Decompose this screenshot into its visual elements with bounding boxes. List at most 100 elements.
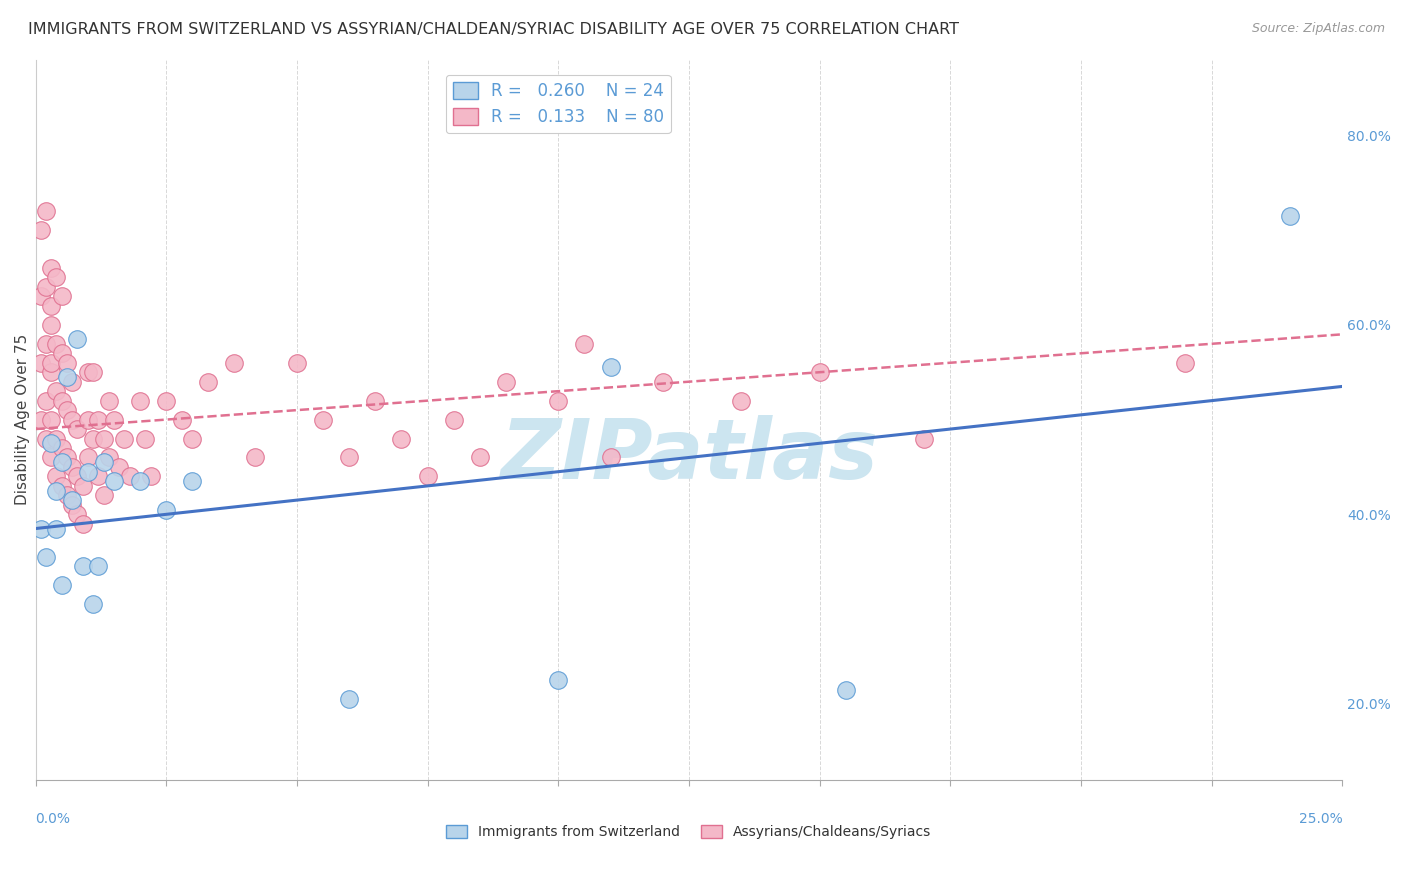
Point bbox=[72, 479, 94, 493]
Point bbox=[118, 469, 141, 483]
Point bbox=[197, 375, 219, 389]
Point bbox=[51, 479, 73, 493]
Point bbox=[35, 280, 58, 294]
Point bbox=[93, 432, 115, 446]
Point bbox=[364, 393, 387, 408]
Point bbox=[337, 450, 360, 465]
Point bbox=[468, 450, 491, 465]
Point bbox=[45, 270, 67, 285]
Point bbox=[87, 559, 110, 574]
Point bbox=[30, 223, 52, 237]
Legend: Immigrants from Switzerland, Assyrians/Chaldeans/Syriacs: Immigrants from Switzerland, Assyrians/C… bbox=[441, 820, 936, 845]
Point bbox=[39, 412, 62, 426]
Point bbox=[134, 432, 156, 446]
Point bbox=[112, 432, 135, 446]
Point bbox=[35, 549, 58, 564]
Point bbox=[443, 412, 465, 426]
Point bbox=[93, 455, 115, 469]
Point bbox=[97, 393, 120, 408]
Point bbox=[97, 450, 120, 465]
Point bbox=[56, 450, 79, 465]
Point bbox=[39, 356, 62, 370]
Point bbox=[93, 488, 115, 502]
Point bbox=[337, 692, 360, 706]
Point bbox=[39, 436, 62, 450]
Point bbox=[39, 260, 62, 275]
Point bbox=[1278, 209, 1301, 223]
Point bbox=[30, 412, 52, 426]
Point bbox=[87, 412, 110, 426]
Point bbox=[155, 502, 177, 516]
Point bbox=[56, 356, 79, 370]
Point bbox=[51, 393, 73, 408]
Point bbox=[35, 393, 58, 408]
Point bbox=[60, 412, 83, 426]
Point bbox=[82, 432, 104, 446]
Point bbox=[45, 469, 67, 483]
Point bbox=[155, 393, 177, 408]
Point bbox=[66, 332, 89, 346]
Point bbox=[391, 432, 413, 446]
Point bbox=[599, 450, 621, 465]
Point bbox=[51, 441, 73, 455]
Point bbox=[45, 432, 67, 446]
Point bbox=[60, 493, 83, 508]
Point bbox=[87, 469, 110, 483]
Point bbox=[51, 578, 73, 592]
Point bbox=[574, 336, 596, 351]
Point bbox=[651, 375, 673, 389]
Point bbox=[45, 483, 67, 498]
Point bbox=[72, 559, 94, 574]
Point bbox=[912, 432, 935, 446]
Point bbox=[56, 488, 79, 502]
Point bbox=[39, 365, 62, 379]
Point bbox=[416, 469, 439, 483]
Point bbox=[56, 403, 79, 417]
Point bbox=[808, 365, 831, 379]
Point bbox=[66, 422, 89, 436]
Point bbox=[108, 459, 131, 474]
Point bbox=[285, 356, 308, 370]
Point bbox=[82, 365, 104, 379]
Point bbox=[139, 469, 162, 483]
Point bbox=[45, 522, 67, 536]
Text: ZIPatlas: ZIPatlas bbox=[501, 415, 877, 496]
Point bbox=[835, 682, 858, 697]
Text: 0.0%: 0.0% bbox=[35, 812, 70, 826]
Point bbox=[45, 384, 67, 399]
Point bbox=[181, 474, 204, 488]
Point bbox=[243, 450, 266, 465]
Point bbox=[51, 289, 73, 303]
Point bbox=[312, 412, 335, 426]
Point bbox=[170, 412, 193, 426]
Point bbox=[82, 597, 104, 611]
Point bbox=[1174, 356, 1197, 370]
Point bbox=[129, 393, 152, 408]
Point bbox=[76, 450, 98, 465]
Point bbox=[495, 375, 517, 389]
Point bbox=[35, 432, 58, 446]
Point bbox=[66, 508, 89, 522]
Point bbox=[39, 450, 62, 465]
Point bbox=[45, 336, 67, 351]
Point bbox=[30, 356, 52, 370]
Text: IMMIGRANTS FROM SWITZERLAND VS ASSYRIAN/CHALDEAN/SYRIAC DISABILITY AGE OVER 75 C: IMMIGRANTS FROM SWITZERLAND VS ASSYRIAN/… bbox=[28, 22, 959, 37]
Point bbox=[35, 336, 58, 351]
Point bbox=[39, 299, 62, 313]
Y-axis label: Disability Age Over 75: Disability Age Over 75 bbox=[15, 334, 30, 505]
Point bbox=[103, 474, 125, 488]
Point bbox=[103, 412, 125, 426]
Point bbox=[30, 289, 52, 303]
Point bbox=[547, 393, 569, 408]
Point bbox=[51, 455, 73, 469]
Point bbox=[72, 516, 94, 531]
Point bbox=[30, 522, 52, 536]
Point bbox=[60, 375, 83, 389]
Point bbox=[51, 346, 73, 360]
Point bbox=[224, 356, 246, 370]
Text: 25.0%: 25.0% bbox=[1299, 812, 1343, 826]
Point bbox=[599, 360, 621, 375]
Text: Source: ZipAtlas.com: Source: ZipAtlas.com bbox=[1251, 22, 1385, 36]
Point bbox=[129, 474, 152, 488]
Point bbox=[60, 498, 83, 512]
